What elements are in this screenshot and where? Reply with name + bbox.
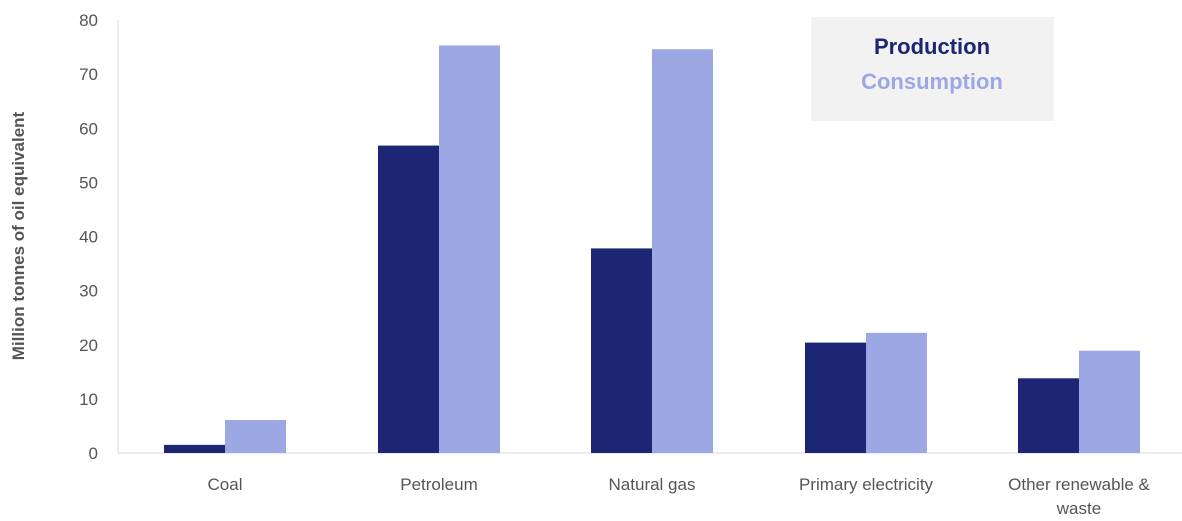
y-tick-label: 30: [79, 282, 98, 301]
y-tick-label: 60: [79, 119, 98, 138]
y-axis-title: Million tonnes of oil equivalent: [9, 111, 28, 360]
bar-production-natural-gas: [591, 248, 652, 453]
x-tick-label-primary-electricity: Primary electricity: [799, 475, 934, 494]
bar-consumption-petroleum: [439, 45, 500, 453]
y-tick-label: 40: [79, 228, 98, 247]
x-tick-label-coal: Coal: [208, 475, 243, 494]
bars: [164, 45, 1140, 453]
bar-consumption-other-renewable-waste: [1079, 350, 1140, 453]
bar-consumption-primary-electricity: [866, 332, 927, 453]
legend-background: [811, 17, 1054, 121]
bar-production-petroleum: [378, 145, 439, 453]
legend-entry-production: Production: [874, 34, 990, 59]
legend: Production Consumption: [811, 17, 1054, 121]
y-axis-ticks: 0 10 20 30 40 50 60 70 80: [79, 11, 98, 463]
y-tick-label: 20: [79, 336, 98, 355]
y-tick-label: 50: [79, 173, 98, 192]
y-tick-label: 10: [79, 390, 98, 409]
bar-consumption-natural-gas: [652, 49, 713, 453]
x-tick-label-other-renewable-waste: Other renewable & waste: [1008, 475, 1150, 518]
bar-production-primary-electricity: [805, 342, 866, 453]
x-tick-label-natural-gas: Natural gas: [609, 475, 696, 494]
x-axis-category-labels: Coal Petroleum Natural gas Primary electric…: [208, 475, 1151, 518]
legend-entry-consumption: Consumption: [861, 69, 1003, 94]
bar-production-coal: [164, 444, 225, 453]
y-tick-label: 0: [89, 444, 98, 463]
bar-production-other-renewable-waste: [1018, 378, 1079, 453]
y-tick-label: 80: [79, 11, 98, 30]
x-tick-label-petroleum: Petroleum: [400, 475, 477, 494]
y-tick-label: 70: [79, 65, 98, 84]
bar-consumption-coal: [225, 419, 286, 453]
